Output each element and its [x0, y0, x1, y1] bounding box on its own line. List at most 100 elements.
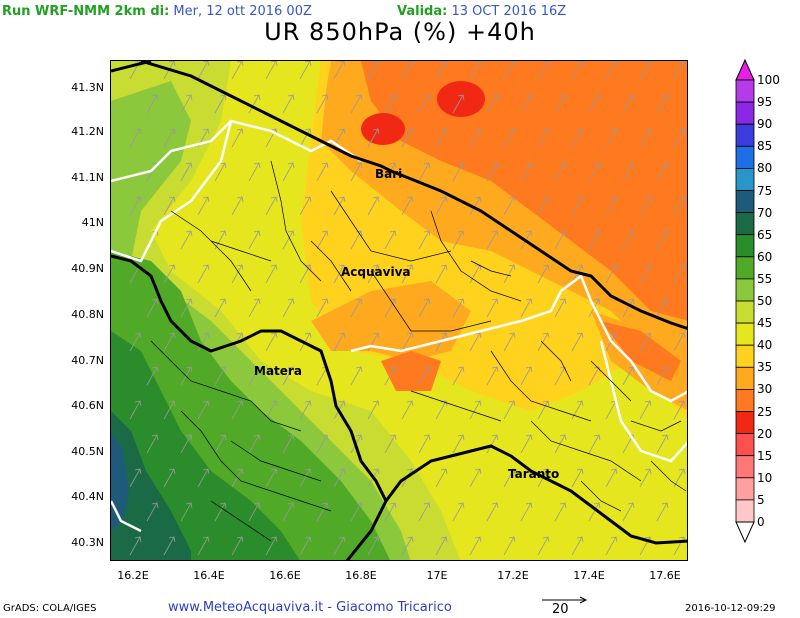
- wind-arrow: [554, 230, 567, 250]
- wind-arrow: [639, 332, 652, 352]
- wind-arrow: [265, 196, 278, 216]
- wind-arrow: [486, 230, 499, 250]
- wind-arrow: [622, 230, 635, 250]
- wind-arrow: [282, 502, 295, 522]
- wind-arrow: [520, 434, 533, 454]
- y-tick: 40.6N: [71, 399, 104, 412]
- colorbar-top-arrow: [735, 58, 755, 81]
- wind-arrow: [656, 366, 669, 386]
- wind-arrow: [571, 468, 584, 488]
- zone-30b: [311, 281, 471, 361]
- wind-arrow: [214, 162, 227, 182]
- wind-arrow: [197, 332, 210, 352]
- wind-arrow: [146, 298, 159, 318]
- wind-arrow: [503, 536, 516, 556]
- wind-arrow: [503, 264, 516, 284]
- wind-arrow: [469, 61, 482, 80]
- wind-arrow: [622, 162, 635, 182]
- wind-arrow: [418, 434, 431, 454]
- wind-arrow: [469, 468, 482, 488]
- wind-arrow: [418, 230, 431, 250]
- wind-arrow: [299, 468, 312, 488]
- wind-arrow: [452, 366, 465, 386]
- zone-25: [361, 61, 687, 321]
- wind-arrow: [656, 162, 669, 182]
- wind-arrow: [469, 536, 482, 556]
- city-taranto: Taranto: [508, 467, 560, 481]
- colorbar-label: 100: [757, 73, 780, 87]
- y-tick: 41N: [81, 216, 104, 229]
- wind-arrow: [418, 298, 431, 318]
- wind-arrow: [129, 536, 142, 556]
- wind-arrow: [605, 196, 618, 216]
- wind-arrow: [163, 400, 176, 420]
- wind-arrow: [656, 502, 669, 522]
- wind-arrow: [299, 128, 312, 148]
- wind-arrow: [673, 61, 686, 80]
- x-tick: 16.2E: [117, 569, 149, 582]
- colorbar-segment: [735, 322, 755, 346]
- y-tick: 40.7N: [71, 354, 104, 367]
- wind-arrow: [486, 366, 499, 386]
- wind-arrow: [146, 366, 159, 386]
- wind-arrow: [367, 61, 380, 80]
- wind-arrow: [146, 94, 159, 114]
- wind-arrow: [452, 502, 465, 522]
- wind-arrow: [214, 298, 227, 318]
- zone-25b: [381, 351, 441, 391]
- colorbar-segment: [735, 212, 755, 236]
- wind-arrow: [503, 400, 516, 420]
- city-acquaviva: Acquaviva: [341, 265, 411, 279]
- x-tick: 16.8E: [345, 569, 377, 582]
- wind-arrow: [197, 61, 210, 80]
- wind-arrow: [469, 196, 482, 216]
- wind-arrow: [367, 332, 380, 352]
- wind-arrow: [435, 264, 448, 284]
- wind-arrow: [673, 332, 686, 352]
- wind-arrow: [639, 264, 652, 284]
- y-tick: 40.4N: [71, 490, 104, 503]
- wind-arrow: [673, 400, 686, 420]
- wind-arrow: [639, 400, 652, 420]
- wind-arrow: [622, 502, 635, 522]
- wind-arrow: [384, 230, 397, 250]
- wind-arrow: [214, 366, 227, 386]
- map-title: UR 850hPa (%) +40h: [264, 18, 536, 46]
- colorbar-label: 5: [757, 492, 765, 507]
- wind-arrow: [231, 61, 244, 80]
- wind-arrow: [401, 61, 414, 80]
- wind-arrow: [316, 434, 329, 454]
- colorbar-label: 80: [757, 161, 773, 176]
- colorbar-label: 70: [757, 205, 773, 220]
- wind-arrow: [418, 502, 431, 522]
- comune-boundaries: [150, 160, 687, 542]
- wind-arrow: [673, 128, 686, 148]
- wind-arrow: [452, 298, 465, 318]
- wind-arrow: [452, 230, 465, 250]
- wind-arrow: [571, 536, 584, 556]
- wind-arrow: [180, 94, 193, 114]
- wind-arrow: [656, 94, 669, 114]
- wind-arrow: [282, 298, 295, 318]
- wind-arrow: [622, 298, 635, 318]
- wind-arrow: [503, 468, 516, 488]
- wind-arrow: [452, 162, 465, 182]
- wind-arrow: [622, 366, 635, 386]
- header-run-label: Run WRF-NMM 2km di: Mer, 12 ott 2016 00Z: [2, 4, 312, 19]
- wind-arrow: [605, 468, 618, 488]
- colorbar-label: 35: [757, 360, 773, 375]
- coastline-ionian: [345, 444, 687, 560]
- wind-arrow: [180, 434, 193, 454]
- colorbar-label: 15: [757, 448, 773, 463]
- wind-arrow: [316, 94, 329, 114]
- wind-arrow: [588, 434, 601, 454]
- valid-label: Valida:: [397, 4, 448, 19]
- wind-arrow: [537, 196, 550, 216]
- map-canvas: [111, 61, 687, 560]
- wind-arrow: [129, 332, 142, 352]
- wind-arrow: [520, 298, 533, 318]
- wind-arrow: [588, 162, 601, 182]
- boundary-white-4: [599, 340, 687, 463]
- wind-arrow: [163, 264, 176, 284]
- wind-arrow: [333, 332, 346, 352]
